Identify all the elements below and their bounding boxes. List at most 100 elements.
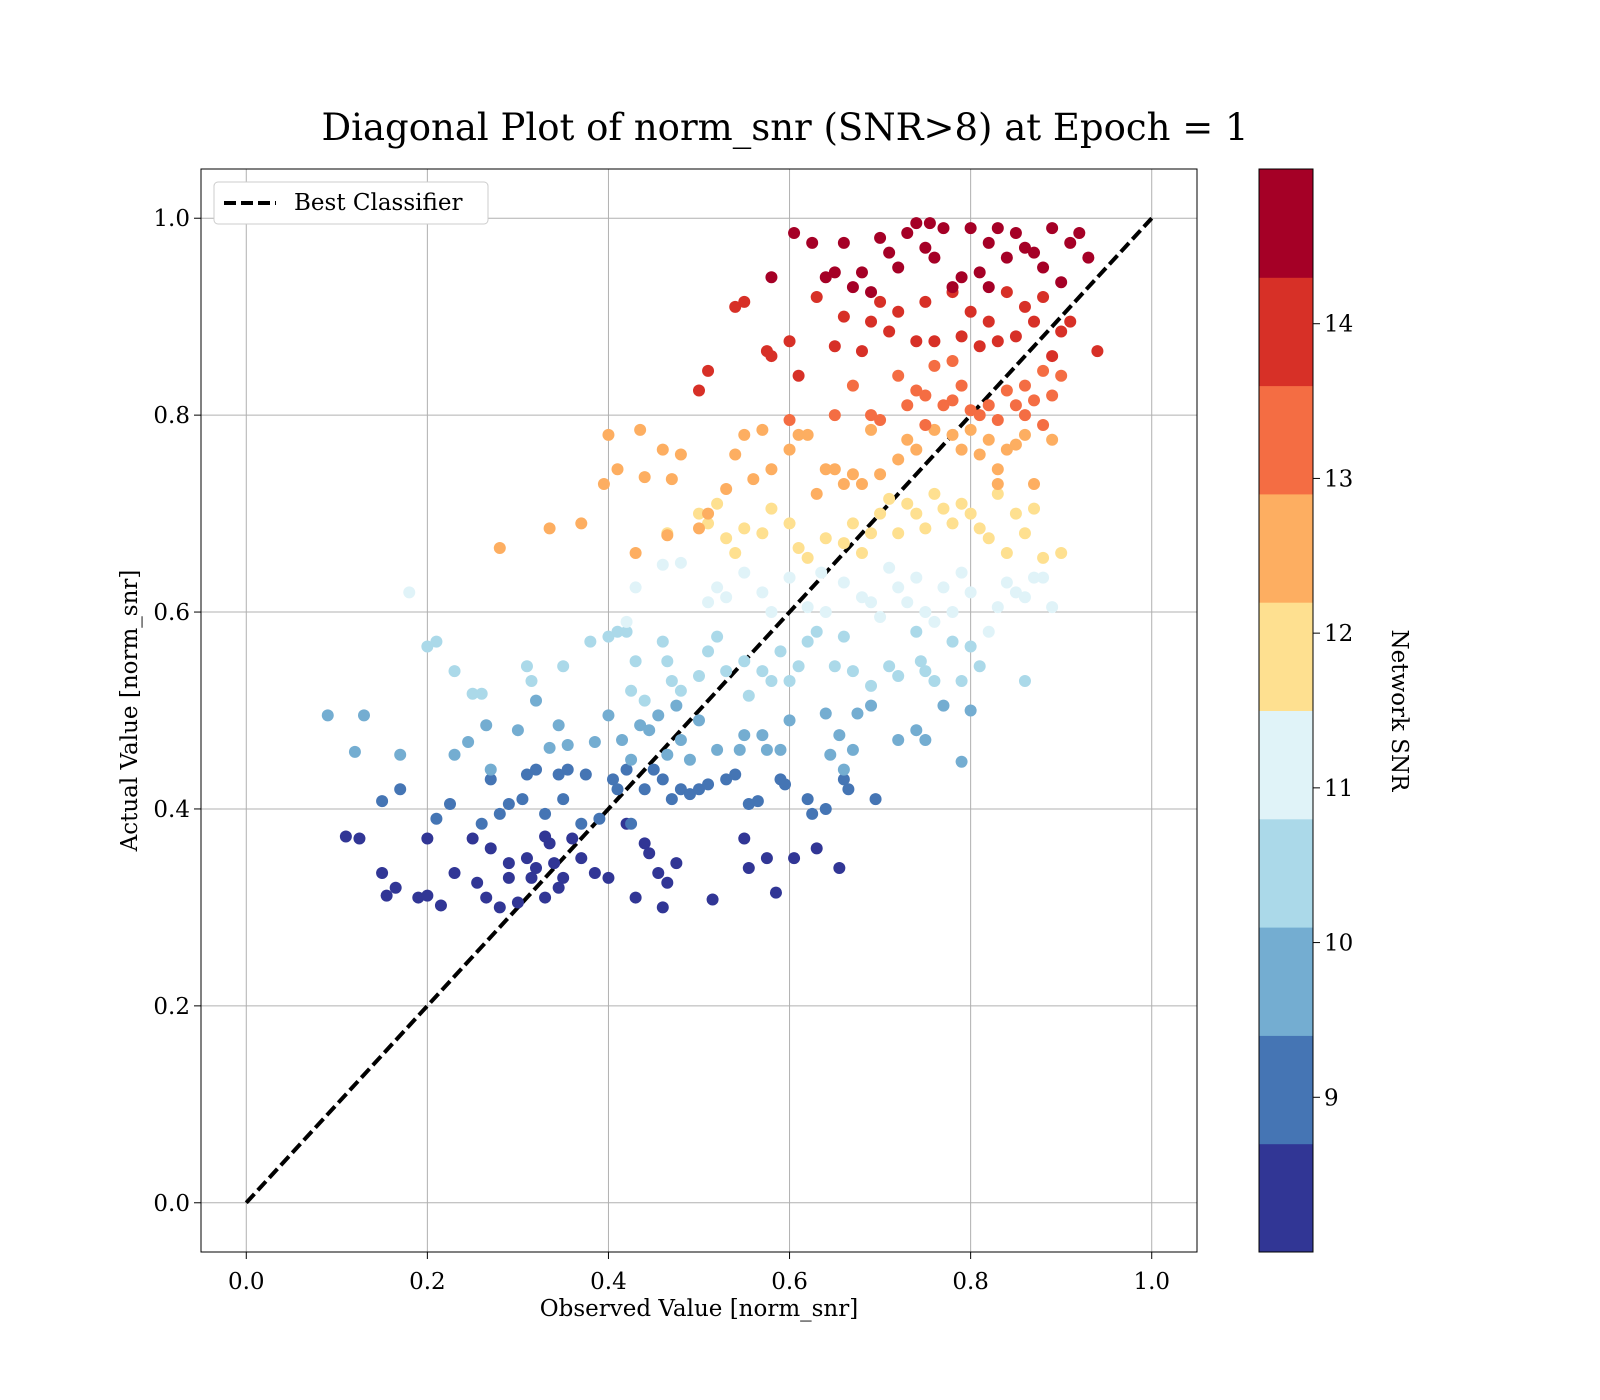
data-point	[865, 423, 878, 436]
data-point	[634, 719, 647, 732]
data-point	[955, 271, 968, 284]
data-point	[783, 571, 796, 584]
data-point	[520, 852, 533, 865]
data-point	[828, 409, 841, 422]
data-point	[901, 226, 914, 239]
data-point	[765, 674, 778, 687]
data-point	[502, 871, 515, 884]
x-tick-label: 0.6	[771, 1269, 808, 1295]
data-point	[629, 546, 642, 559]
data-point	[430, 635, 443, 648]
data-point	[760, 852, 773, 865]
data-point	[1055, 546, 1068, 559]
data-point	[702, 517, 715, 530]
data-point	[674, 448, 687, 461]
data-point	[665, 793, 678, 806]
data-point	[421, 640, 434, 653]
data-point	[339, 830, 352, 843]
data-point	[946, 517, 959, 530]
data-point	[919, 389, 932, 402]
data-point	[946, 354, 959, 367]
data-point	[946, 428, 959, 441]
data-point	[561, 763, 574, 776]
data-point	[806, 236, 819, 249]
data-point	[751, 795, 764, 808]
data-point	[865, 699, 878, 712]
data-point	[756, 729, 769, 742]
data-point	[575, 817, 588, 830]
data-point	[1028, 478, 1041, 491]
data-point	[702, 364, 715, 377]
data-point	[855, 345, 868, 358]
data-point	[462, 736, 475, 749]
data-point	[484, 842, 497, 855]
data-point	[611, 463, 624, 476]
data-point	[837, 236, 850, 249]
data-point	[706, 893, 719, 906]
data-point	[955, 755, 968, 768]
data-point	[566, 832, 579, 845]
data-point	[1009, 507, 1022, 520]
colorbar-tick-label: 14	[1324, 312, 1353, 338]
data-point	[674, 556, 687, 569]
colorbar-tick-label: 9	[1324, 1085, 1339, 1111]
colorbar-segment	[1259, 1143, 1313, 1253]
data-point	[466, 832, 479, 845]
data-point	[892, 734, 905, 747]
data-point	[1028, 315, 1041, 328]
data-point	[874, 295, 887, 308]
data-point	[964, 640, 977, 653]
data-point	[946, 394, 959, 407]
data-point	[620, 615, 633, 628]
data-point	[652, 709, 665, 722]
colorbar-segment	[1259, 602, 1313, 711]
data-point	[552, 768, 565, 781]
data-point	[353, 832, 366, 845]
data-point	[901, 433, 914, 446]
data-point	[892, 581, 905, 594]
data-point	[1082, 251, 1095, 264]
data-point	[389, 881, 402, 894]
data-point	[792, 660, 805, 673]
data-point	[1046, 433, 1059, 446]
data-point	[819, 463, 832, 476]
data-point	[665, 674, 678, 687]
data-point	[892, 527, 905, 540]
data-point	[1046, 350, 1059, 363]
data-point	[955, 330, 968, 343]
data-point	[1000, 546, 1013, 559]
data-point	[837, 478, 850, 491]
data-point	[1073, 226, 1086, 239]
data-point	[1018, 409, 1031, 422]
colorbar-tick-label: 13	[1324, 466, 1353, 492]
data-point	[991, 463, 1004, 476]
data-point	[588, 736, 601, 749]
data-point	[606, 773, 619, 786]
data-point	[846, 517, 859, 530]
data-point	[964, 423, 977, 436]
data-point	[638, 837, 651, 850]
data-point	[783, 674, 796, 687]
data-point	[711, 581, 724, 594]
data-point	[801, 428, 814, 441]
data-point	[801, 551, 814, 564]
data-point	[357, 709, 370, 722]
data-point	[1046, 601, 1059, 614]
data-point	[828, 266, 841, 279]
data-point	[869, 793, 882, 806]
data-point	[865, 409, 878, 422]
x-tick-label: 1.0	[1133, 1269, 1170, 1295]
data-point	[919, 241, 932, 254]
data-point	[1064, 315, 1077, 328]
data-point	[1009, 586, 1022, 599]
data-point	[611, 625, 624, 638]
data-point	[421, 832, 434, 845]
data-point	[1046, 222, 1059, 235]
data-point	[792, 542, 805, 555]
data-point	[321, 709, 334, 722]
data-point	[910, 571, 923, 584]
data-point	[769, 886, 782, 899]
data-point	[842, 783, 855, 796]
data-point	[991, 487, 1004, 500]
data-point	[1000, 251, 1013, 264]
